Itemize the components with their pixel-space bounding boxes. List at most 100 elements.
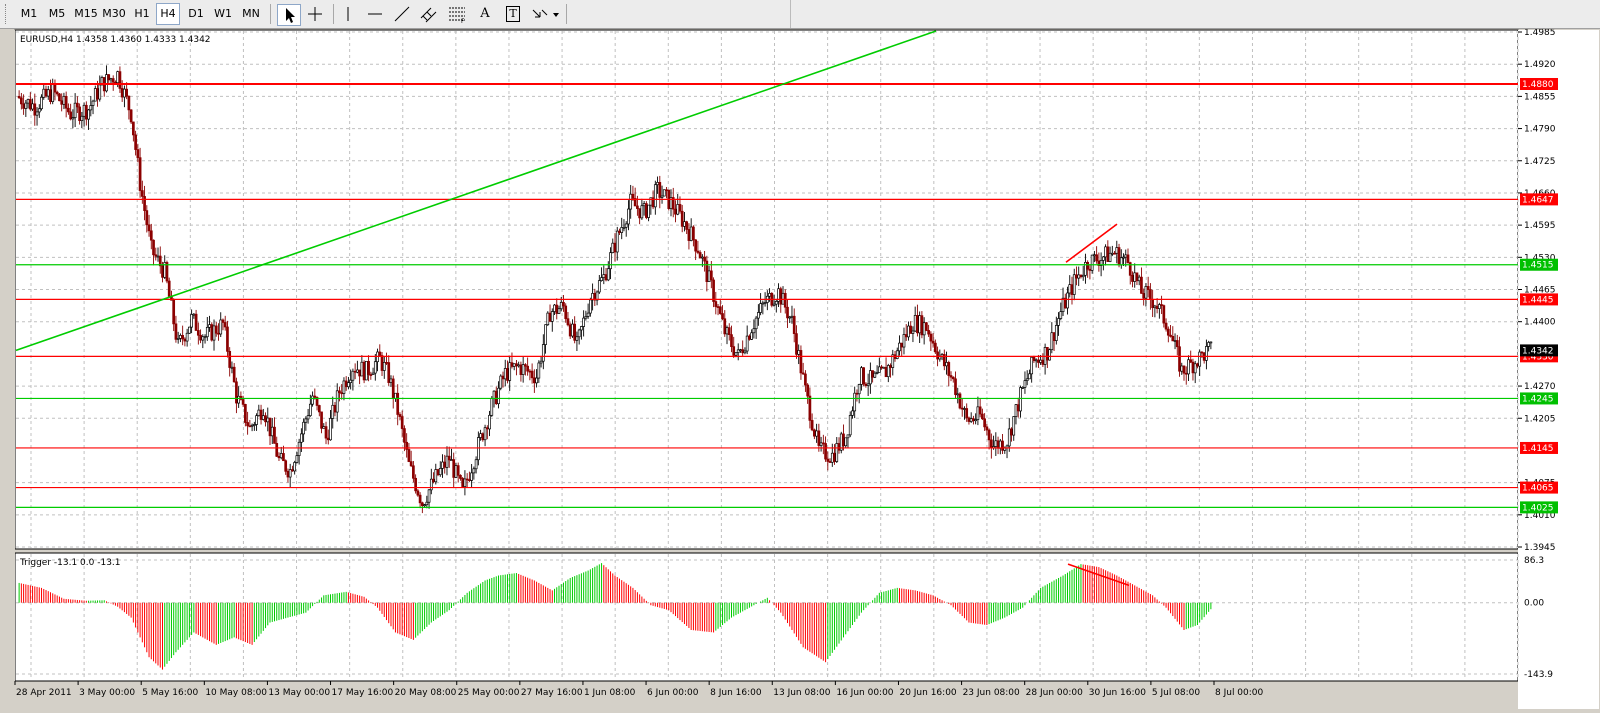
- candle-body: [37, 108, 41, 113]
- candle-body: [138, 157, 142, 191]
- candle-body: [450, 459, 453, 461]
- chart-window[interactable]: 1.49851.49201.48551.47901.47251.46601.45…: [0, 29, 1600, 713]
- candle-body: [69, 111, 72, 120]
- candle-body: [167, 280, 171, 297]
- vertical-line-tool-button[interactable]: [337, 4, 359, 24]
- trendline-tool-button[interactable]: [391, 4, 413, 24]
- timeframe-h4-button[interactable]: H4: [156, 3, 180, 25]
- candle-body: [344, 380, 348, 388]
- candle-body: [429, 478, 433, 491]
- candle-body: [833, 452, 836, 462]
- candle-body: [835, 443, 839, 462]
- candle-body: [244, 404, 247, 423]
- candle-body: [1182, 365, 1186, 374]
- divergence-line-indicator[interactable]: [1067, 563, 1130, 587]
- candle-body: [974, 419, 978, 422]
- candle-body: [727, 327, 731, 335]
- candle-body: [1057, 318, 1060, 326]
- candle-body: [42, 88, 46, 98]
- divergence-line-price[interactable]: [1065, 223, 1118, 263]
- candle-body: [907, 325, 910, 338]
- candle-body: [851, 410, 854, 416]
- timeframe-h1-button[interactable]: H1: [134, 7, 150, 20]
- candle-body: [830, 452, 834, 463]
- candle-body: [481, 433, 485, 441]
- candle-body: [396, 392, 400, 415]
- candle-body: [1198, 351, 1202, 367]
- candle-body: [808, 395, 812, 421]
- chart-canvas[interactable]: 1.49851.49201.48551.47901.47251.46601.45…: [0, 29, 1600, 713]
- candle-body: [723, 318, 727, 335]
- timeframe-w1-button[interactable]: W1: [214, 7, 232, 20]
- candle-body: [750, 332, 753, 340]
- candle-body: [340, 392, 344, 395]
- candle-body: [382, 362, 386, 371]
- svg-text:F: F: [461, 18, 465, 24]
- horizontal-line-tool-button[interactable]: [364, 4, 386, 24]
- left-border: [0, 30, 15, 709]
- candle-body: [1016, 404, 1020, 412]
- candle-body: [862, 367, 866, 385]
- candle-body: [1149, 289, 1152, 300]
- arrows-dropdown-button[interactable]: [530, 4, 562, 24]
- candle-body: [1007, 428, 1011, 447]
- candle-body: [405, 441, 409, 450]
- channel-icon: [420, 7, 437, 23]
- candle-body: [1021, 387, 1025, 389]
- candle-body: [1144, 286, 1148, 299]
- timeframe-m5-button[interactable]: M5: [48, 7, 66, 20]
- candle-body: [622, 226, 626, 229]
- candle-body: [1140, 276, 1143, 294]
- text-tool-button[interactable]: A: [474, 4, 496, 24]
- candle-body: [22, 103, 25, 109]
- candle-body: [255, 415, 258, 425]
- candle-body: [1175, 340, 1179, 348]
- candle-body: [82, 104, 86, 117]
- candle-body: [353, 370, 357, 373]
- candle-body: [1059, 311, 1063, 319]
- candle-body: [1113, 252, 1116, 255]
- candle-body: [909, 325, 913, 334]
- candle-body: [989, 439, 993, 449]
- timeframe-m30-button[interactable]: M30: [102, 7, 126, 20]
- trendline-green[interactable]: [15, 30, 937, 352]
- channel-tool-button[interactable]: [418, 4, 440, 24]
- candle-body: [31, 103, 34, 110]
- candle-body: [730, 334, 733, 347]
- candle-body: [420, 502, 424, 506]
- text-label-tool-button[interactable]: T: [502, 4, 524, 24]
- candle-body: [1155, 305, 1159, 309]
- crosshair-tool-button[interactable]: [304, 4, 326, 24]
- candle-body: [698, 252, 702, 259]
- candle-body: [647, 204, 650, 218]
- time-label: 13 May 00:00: [268, 688, 330, 698]
- candle-body: [434, 469, 438, 483]
- timeframe-m15-button[interactable]: M15: [74, 7, 98, 20]
- timeframe-m1-button[interactable]: M1: [20, 7, 38, 20]
- candle-body: [519, 364, 523, 375]
- candle-body: [145, 210, 149, 226]
- candle-body: [331, 404, 335, 419]
- candle-body: [1193, 363, 1197, 374]
- time-label: 8 Jul 00:00: [1215, 688, 1264, 698]
- candle-body: [192, 313, 196, 316]
- candle-body: [1039, 359, 1042, 363]
- cursor-tool-button[interactable]: [277, 4, 301, 26]
- candle-body: [671, 197, 675, 210]
- candle-body: [1037, 359, 1040, 363]
- candle-body: [790, 315, 794, 318]
- price-level-tag-text: 1.4647: [1522, 195, 1554, 205]
- candle-body: [799, 350, 803, 374]
- timeframe-mn-button[interactable]: MN: [242, 7, 260, 20]
- candle-body: [1099, 260, 1103, 266]
- timeframe-d1-button[interactable]: D1: [188, 7, 204, 20]
- candle-body: [183, 338, 187, 342]
- fibonacci-tool-button[interactable]: F: [446, 4, 468, 24]
- candle-body: [535, 377, 538, 384]
- candle-body: [600, 277, 603, 281]
- candle-body: [1010, 428, 1013, 436]
- candle-body: [55, 91, 59, 95]
- candle-body: [1041, 359, 1045, 365]
- candle-body: [1200, 351, 1204, 354]
- candle-body: [380, 355, 384, 371]
